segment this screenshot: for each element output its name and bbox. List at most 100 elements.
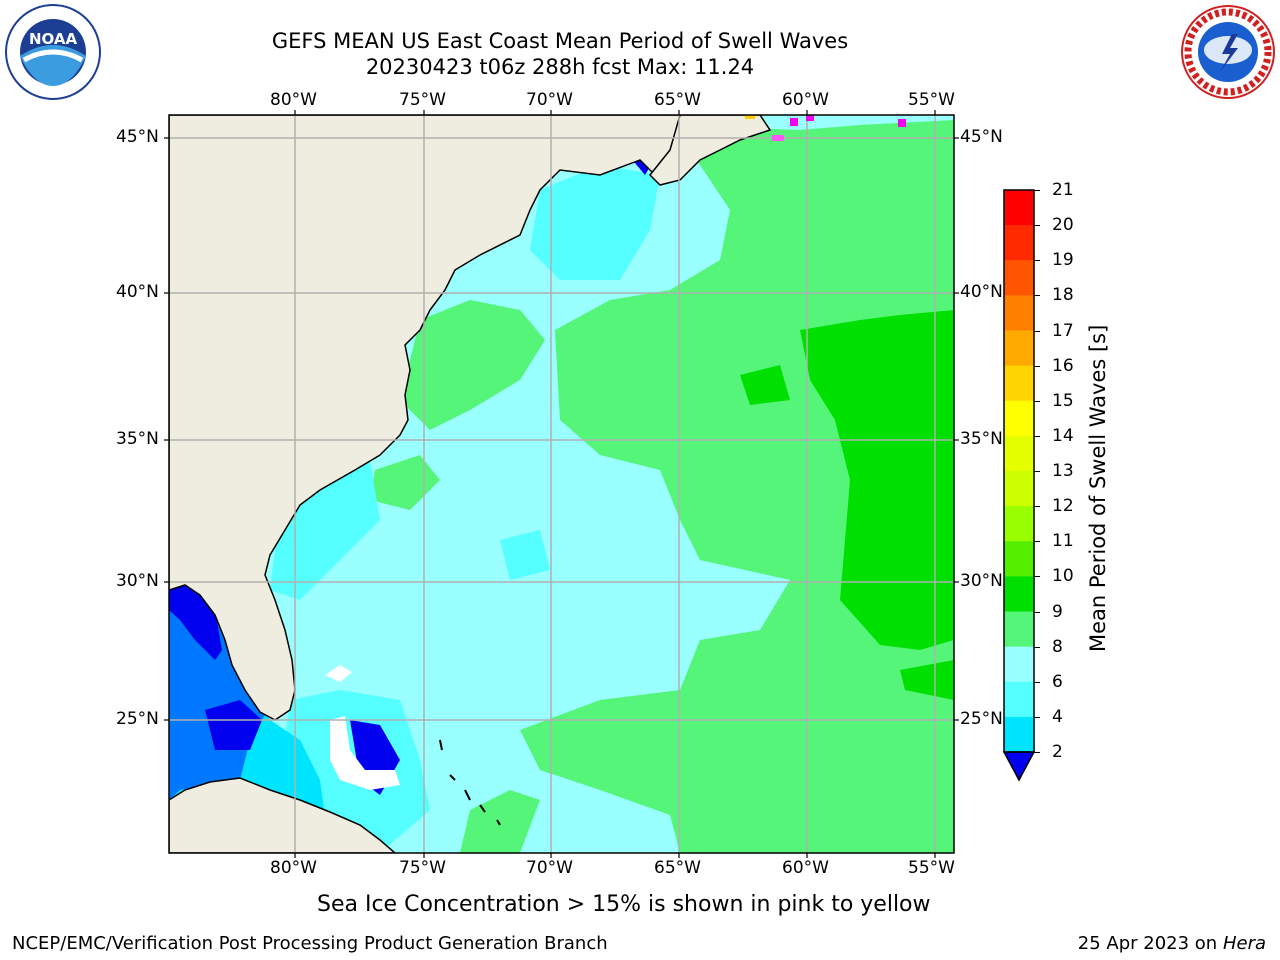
period-10-11-patch bbox=[740, 365, 790, 405]
lon-label-bottom: 65°W bbox=[654, 858, 701, 878]
colorbar-tick-mark bbox=[1034, 506, 1040, 508]
colorbar-swatch bbox=[1004, 506, 1034, 542]
colorbar-swatch bbox=[1004, 295, 1034, 331]
lon-label-top: 70°W bbox=[526, 90, 573, 110]
period-10-11-region bbox=[800, 310, 954, 650]
lon-label-bottom: 55°W bbox=[908, 858, 955, 878]
colorbar-swatch bbox=[1004, 471, 1034, 507]
map-ticks bbox=[164, 110, 959, 858]
lon-label-bottom: 70°W bbox=[526, 858, 573, 878]
colorbar-tick-label: 11 bbox=[1052, 531, 1074, 552]
lat-label-right: 35°N bbox=[960, 429, 1003, 449]
colorbar-tick-label: 16 bbox=[1052, 355, 1074, 376]
land-canada bbox=[648, 115, 772, 186]
colorbar-tick-label: 12 bbox=[1052, 496, 1074, 517]
colorbar-tick-label: 10 bbox=[1052, 566, 1074, 587]
map-frame bbox=[168, 114, 955, 854]
colorbar-tick-label: 14 bbox=[1052, 425, 1074, 446]
colorbar-tick-mark bbox=[1034, 295, 1040, 297]
footer-date-text: 25 Apr 2023 on bbox=[1077, 933, 1223, 954]
colorbar-swatch bbox=[1004, 330, 1034, 367]
period-10-11-patch bbox=[900, 660, 954, 700]
sea-ice-caption: Sea Ice Concentration > 15% is shown in … bbox=[317, 892, 931, 917]
colorbar-swatch bbox=[1004, 716, 1034, 753]
period-9-10-patch bbox=[370, 455, 440, 510]
colorbar bbox=[1002, 189, 1036, 782]
period-below-2-region bbox=[205, 700, 262, 750]
nws-logo bbox=[1181, 5, 1275, 99]
bahamas-banks bbox=[325, 665, 352, 682]
colorbar-swatch bbox=[1004, 435, 1034, 472]
lon-label-bottom: 80°W bbox=[270, 858, 317, 878]
sea-ice-markers bbox=[745, 115, 906, 141]
colorbar-swatch bbox=[1004, 541, 1034, 577]
chart-title: GEFS MEAN US East Coast Mean Period of S… bbox=[271, 29, 849, 53]
colorbar-tick-mark bbox=[1034, 541, 1040, 543]
lon-label-top: 60°W bbox=[782, 90, 829, 110]
land-us bbox=[169, 115, 691, 721]
colorbar-swatch bbox=[1004, 400, 1034, 437]
colorbar-swatch bbox=[1004, 646, 1034, 683]
footer-branch: NCEP/EMC/Verification Post Processing Pr… bbox=[12, 933, 608, 954]
period-9-10-region-west bbox=[400, 300, 545, 430]
colorbar-tick-mark bbox=[1034, 752, 1040, 753]
colorbar-swatch bbox=[1004, 365, 1034, 402]
colorbar-tick-mark bbox=[1034, 330, 1040, 332]
land-islands bbox=[439, 739, 501, 826]
lon-label-bottom: 60°W bbox=[782, 858, 829, 878]
lon-label-top: 55°W bbox=[908, 90, 955, 110]
lat-label-right: 40°N bbox=[960, 282, 1003, 302]
noaa-logo: NOAA bbox=[5, 4, 101, 100]
chart-subtitle: 20230423 t06z 288h fcst Max: 11.24 bbox=[365, 55, 755, 79]
colorbar-label: Mean Period of Swell Waves [s] bbox=[1086, 324, 1110, 652]
period-6-8-region bbox=[530, 165, 660, 280]
footer-date: 25 Apr 2023 on Hera bbox=[1078, 933, 1266, 954]
lon-label-bottom: 75°W bbox=[399, 858, 446, 878]
colorbar-swatch bbox=[1004, 681, 1034, 718]
lat-label-right: 30°N bbox=[960, 571, 1003, 591]
graticule bbox=[169, 115, 954, 853]
lat-label-left: 25°N bbox=[116, 709, 159, 729]
colorbar-tick-label: 17 bbox=[1052, 320, 1074, 341]
lat-label-left: 40°N bbox=[116, 282, 159, 302]
colorbar-tick-label: 20 bbox=[1052, 215, 1074, 236]
colorbar-swatch bbox=[1004, 225, 1034, 261]
period-6-8-patch bbox=[500, 530, 550, 580]
colorbar-tick-label: 21 bbox=[1052, 180, 1074, 200]
lat-label-right: 45°N bbox=[960, 127, 1003, 147]
colorbar-swatch bbox=[1004, 611, 1034, 648]
footer-host: Hera bbox=[1222, 933, 1266, 954]
colorbar-swatch bbox=[1004, 260, 1034, 296]
colorbar-extend-arrow bbox=[1002, 751, 1036, 782]
lat-label-left: 35°N bbox=[116, 429, 159, 449]
lon-label-top: 80°W bbox=[270, 90, 317, 110]
colorbar-tick-label: 6 bbox=[1052, 671, 1063, 692]
colorbar-tick-mark bbox=[1034, 471, 1040, 472]
lat-label-right: 25°N bbox=[960, 709, 1003, 729]
lat-label-left: 30°N bbox=[116, 571, 159, 591]
colorbar-tick-mark bbox=[1034, 681, 1040, 683]
colorbar-tick-label: 13 bbox=[1052, 461, 1074, 481]
colorbar-tick-label: 4 bbox=[1052, 706, 1063, 727]
lon-label-top: 65°W bbox=[654, 90, 701, 110]
colorbar-tick-mark bbox=[1034, 435, 1040, 437]
lon-label-top: 75°W bbox=[399, 90, 446, 110]
colorbar-tick-mark bbox=[1034, 646, 1040, 648]
colorbar-swatch bbox=[1004, 190, 1034, 226]
colorbar-tick-label: 2 bbox=[1052, 742, 1063, 762]
colorbar-tick-label: 8 bbox=[1052, 636, 1063, 657]
colorbar-tick-label: 19 bbox=[1052, 250, 1074, 271]
lat-label-left: 45°N bbox=[116, 127, 159, 147]
colorbar-tick-label: 18 bbox=[1052, 285, 1074, 306]
colorbar-swatch bbox=[1004, 576, 1034, 612]
colorbar-tick-mark bbox=[1034, 225, 1040, 227]
colorbar-tick-mark bbox=[1034, 400, 1040, 402]
period-9-10-region bbox=[520, 120, 954, 853]
noaa-logo-text: NOAA bbox=[29, 30, 78, 48]
bahamas-banks bbox=[330, 716, 400, 790]
colorbar-tick-mark bbox=[1034, 365, 1040, 367]
colorbar-tick-mark bbox=[1034, 716, 1040, 718]
colorbar-tick-label: 9 bbox=[1052, 601, 1063, 622]
colorbar-tick-mark bbox=[1034, 260, 1040, 262]
